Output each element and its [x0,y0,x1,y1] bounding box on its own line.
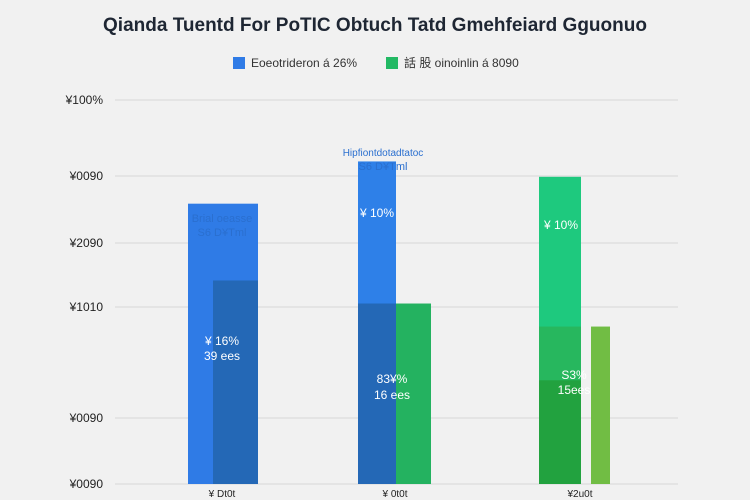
bar-data-label: 16 ees [374,388,410,402]
legend-label: Eoeotrideron á 26% [251,56,357,70]
bar-g1-front [213,280,258,484]
bar-data-label: ¥ 16% [204,334,239,348]
bar-data-label: 83¥% [377,372,408,386]
bar-g3-front [539,380,581,484]
y-axis-labels: ¥100% ¥0090 ¥2090 ¥1010 ¥0090 ¥0090 [65,93,104,491]
y-tick-label: ¥0090 [69,169,104,183]
y-tick-label: ¥2090 [69,236,104,250]
callout-label: S6 D¥Tml [359,161,408,173]
bar-data-label: ¥ 10% [359,206,394,220]
y-tick-label: ¥0090 [69,411,104,425]
bar-data-label: S3% [561,368,587,382]
callout-label: Hipfiontdotadtatoc [343,148,424,159]
callout-label: S6 D¥Tml [198,227,247,239]
bar-g2-side [396,303,431,484]
legend-label: 話 股 oinoinlin á 8090 [404,55,519,70]
bar-data-label: 15ees [558,383,591,397]
bar-data-label: ¥ 10% [543,218,578,232]
bar-data-label: 39 ees [204,349,240,363]
callout-label: Brial oeasse [192,213,253,225]
legend-swatch [233,57,245,69]
y-tick-label: ¥1010 [69,300,104,314]
x-tick-label: ¥2u0t [566,489,592,500]
x-tick-label: ¥ Dt0t [208,489,236,500]
y-tick-label: ¥0090 [69,477,104,491]
bar-g3-side [591,326,610,484]
bar-g2-front [358,303,396,484]
legend-swatch [386,57,398,69]
chart-title: Qianda Tuentd For PoTIC Obtuch Tatd Gmeh… [103,15,647,36]
bar-labels: Brial oeasse S6 D¥Tml ¥ 16%39 ees Hipfiontd… [192,148,591,402]
bars [188,161,610,485]
y-tick-label: ¥100% [65,93,104,107]
x-tick-label: ¥ 0t0t [381,489,407,500]
x-axis-labels: ¥ Dt0t ¥ 0t0t ¥2u0t [208,489,593,500]
legend: Eoeotrideron á 26% 話 股 oinoinlin á 8090 [233,55,519,70]
